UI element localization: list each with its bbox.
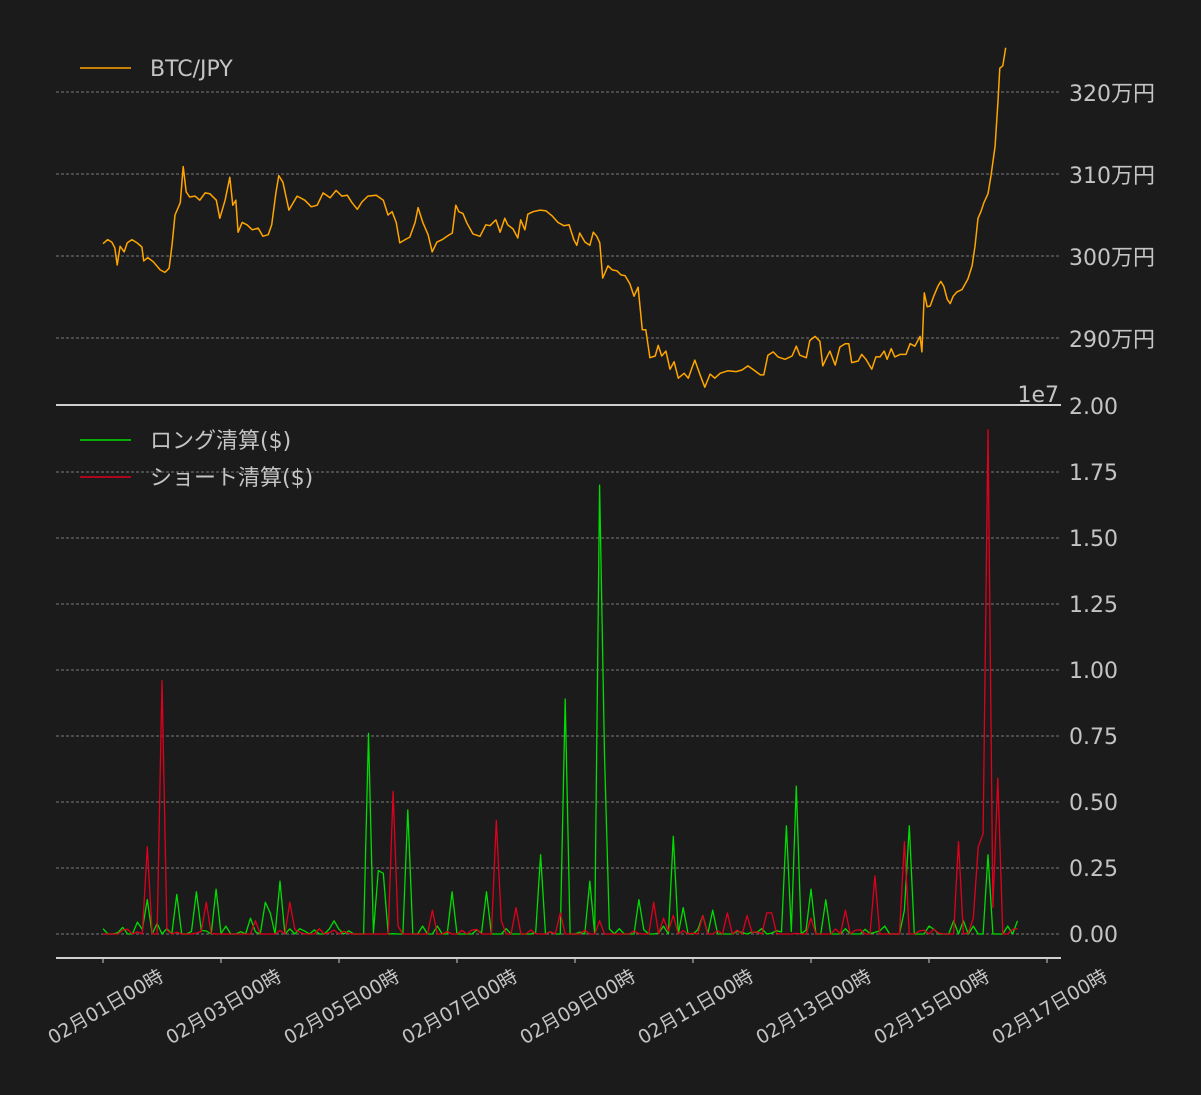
x-tick-label: 02月01日00時: [44, 965, 167, 1049]
liquidation-legend: ロング清算($) ショート清算($): [80, 429, 313, 491]
liq-y-tick: 1.50: [1069, 527, 1118, 552]
x-axis-labels: 02月01日00時 02月03日00時 02月05日00時 02月07日00時 …: [44, 965, 1111, 1049]
liq-y-tick: 1.00: [1069, 659, 1118, 684]
legend-label-long: ロング清算($): [150, 429, 291, 454]
price-gridlines: [56, 91, 1061, 339]
liq-y-tick: 2.00: [1069, 395, 1118, 420]
x-tick-label: 02月07日00時: [398, 965, 521, 1049]
price-y-tick: 300万円: [1069, 246, 1155, 271]
x-tick-label: 02月09日00時: [516, 965, 639, 1049]
legend-label-btc: BTC/JPY: [150, 57, 233, 82]
liquidation-gridlines: [56, 471, 1061, 935]
x-tick-label: 02月11日00時: [634, 965, 757, 1049]
liquidation-chart: 1e7 ロング清算($) ショート清算($) 2.00 1.75 1.50 1.…: [44, 383, 1118, 1049]
offset-text: 1e7: [1017, 383, 1059, 408]
liq-y-tick: 0.00: [1069, 923, 1118, 948]
long-liquidation-line: [102, 484, 1019, 935]
x-tick-label: 02月05日00時: [280, 965, 403, 1049]
liq-y-tick: 0.25: [1069, 857, 1118, 882]
legend-label-short: ショート清算($): [150, 466, 313, 491]
price-legend: BTC/JPY: [80, 57, 233, 82]
btc-jpy-line: [102, 47, 1007, 388]
liq-y-tick: 0.75: [1069, 725, 1118, 750]
liq-y-tick: 0.50: [1069, 791, 1118, 816]
x-tick-label: 02月03日00時: [162, 965, 285, 1049]
price-y-tick: 320万円: [1069, 82, 1155, 107]
x-tick-label: 02月15日00時: [870, 965, 993, 1049]
liquidation-y-axis: 2.00 1.75 1.50 1.25 1.00 0.75 0.50 0.25 …: [1069, 395, 1118, 948]
x-tick-label: 02月13日00時: [752, 965, 875, 1049]
liq-y-tick: 1.75: [1069, 461, 1118, 486]
x-axis-ticks: [102, 959, 1048, 963]
price-chart: BTC/JPY 320万円 310万円 300万円 290万円: [56, 47, 1155, 406]
price-y-tick: 310万円: [1069, 164, 1155, 189]
price-y-tick: 290万円: [1069, 328, 1155, 353]
price-y-axis: 320万円 310万円 300万円 290万円: [1069, 82, 1155, 353]
x-tick-label: 02月17日00時: [988, 965, 1111, 1049]
liq-y-tick: 1.25: [1069, 593, 1118, 618]
short-liquidation-line: [103, 429, 1018, 935]
